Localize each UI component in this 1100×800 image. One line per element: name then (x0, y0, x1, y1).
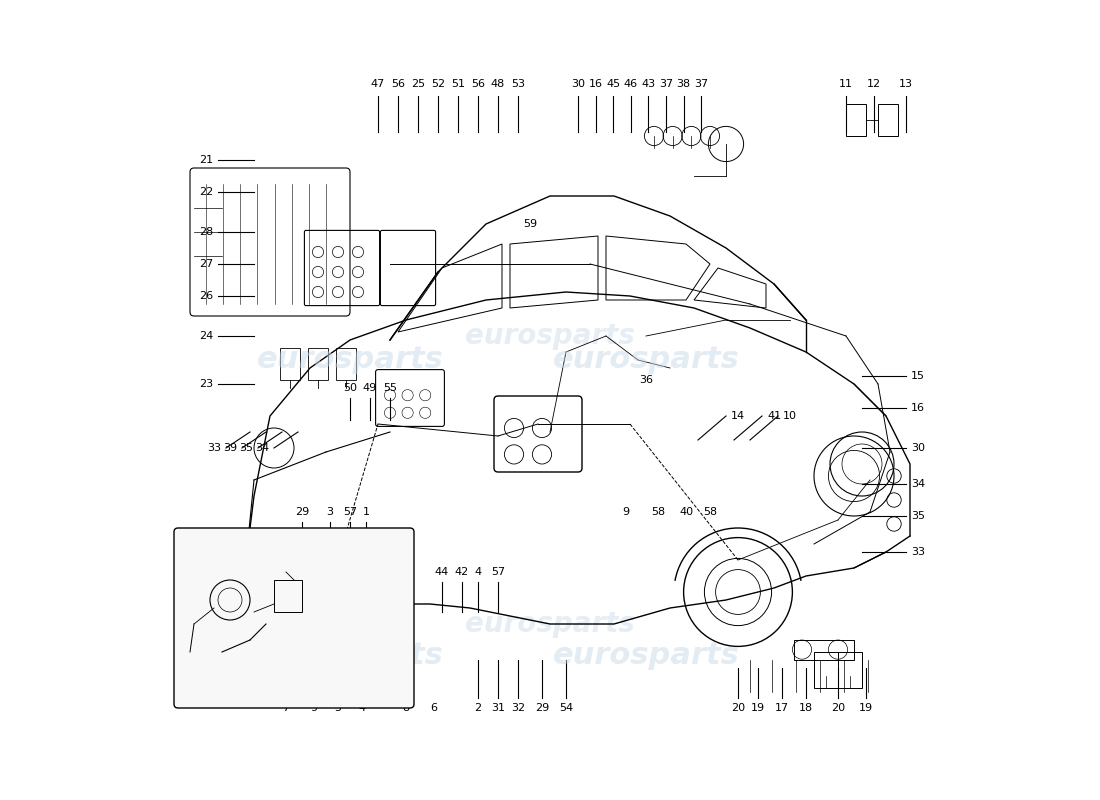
Bar (878, 104, 898, 136)
Text: 4: 4 (359, 703, 365, 713)
Text: 58: 58 (703, 507, 717, 517)
Bar (274, 580, 302, 612)
Text: 58: 58 (651, 507, 666, 517)
FancyBboxPatch shape (174, 528, 414, 708)
Text: 29: 29 (535, 703, 549, 713)
Text: 11: 11 (839, 79, 853, 89)
Text: 26: 26 (199, 291, 213, 301)
Text: 47: 47 (371, 79, 385, 89)
Text: 19: 19 (751, 703, 766, 713)
Text: 39: 39 (223, 443, 238, 453)
Text: 5: 5 (334, 703, 341, 713)
Text: 6: 6 (430, 703, 438, 713)
Text: 34: 34 (911, 479, 925, 489)
Text: 32: 32 (510, 703, 525, 713)
Text: 61: 61 (210, 587, 224, 597)
Text: eurosparts: eurosparts (256, 642, 443, 670)
Text: 57: 57 (343, 507, 358, 517)
Text: Vale per FE – Valld for FE: Vale per FE – Valld for FE (186, 683, 323, 693)
Text: 37: 37 (659, 79, 673, 89)
Text: 55: 55 (383, 383, 397, 393)
Text: 53: 53 (512, 79, 525, 89)
Text: eurosparts: eurosparts (465, 610, 635, 638)
Text: 56: 56 (390, 79, 405, 89)
Text: 25: 25 (411, 79, 425, 89)
Text: eurosparts: eurosparts (552, 642, 739, 670)
Text: 33: 33 (207, 443, 221, 453)
Bar (838, 652, 862, 688)
Text: 21: 21 (199, 155, 213, 165)
Text: 7: 7 (283, 703, 289, 713)
Text: 2: 2 (474, 703, 482, 713)
Text: 35: 35 (239, 443, 253, 453)
Text: 14: 14 (730, 411, 745, 421)
Text: 59: 59 (522, 219, 537, 229)
Text: 30: 30 (571, 79, 585, 89)
Text: 49: 49 (363, 383, 377, 393)
Text: 16: 16 (588, 79, 603, 89)
Text: 36: 36 (639, 375, 653, 385)
Text: 45: 45 (606, 79, 620, 89)
Text: 12: 12 (867, 79, 881, 89)
Text: 15: 15 (911, 371, 925, 381)
Text: 44: 44 (434, 567, 449, 577)
Text: 1: 1 (363, 507, 370, 517)
Text: 18: 18 (799, 703, 813, 713)
Text: 9: 9 (623, 507, 629, 517)
Text: 50: 50 (343, 383, 358, 393)
Text: 22: 22 (199, 187, 213, 197)
Text: 27: 27 (199, 259, 213, 269)
Text: eurosparts: eurosparts (465, 322, 635, 350)
Text: 46: 46 (624, 79, 638, 89)
Text: 34: 34 (255, 443, 270, 453)
Text: 8: 8 (403, 703, 409, 713)
Text: 52: 52 (431, 79, 446, 89)
Text: eurosparts: eurosparts (552, 346, 739, 374)
Text: 42: 42 (455, 567, 469, 577)
Text: 20: 20 (730, 703, 745, 713)
Text: 13: 13 (899, 79, 913, 89)
Text: 56: 56 (471, 79, 485, 89)
Text: 17: 17 (774, 703, 789, 713)
Text: 38: 38 (676, 79, 691, 89)
Text: 43: 43 (641, 79, 656, 89)
Text: 3: 3 (327, 507, 333, 517)
Text: 31: 31 (491, 703, 505, 713)
Text: 10: 10 (783, 411, 798, 421)
Text: 4: 4 (474, 567, 482, 577)
Text: 20: 20 (830, 703, 845, 713)
Text: 24: 24 (199, 331, 213, 341)
Text: 28: 28 (199, 227, 213, 237)
Text: 40: 40 (679, 507, 693, 517)
Text: 9: 9 (310, 703, 318, 713)
Bar (308, 348, 328, 380)
Text: 57: 57 (491, 567, 505, 577)
Bar (846, 104, 866, 136)
Text: 29: 29 (295, 507, 309, 517)
Text: 23: 23 (199, 379, 213, 389)
Bar (814, 652, 838, 688)
Text: 35: 35 (911, 511, 925, 521)
Bar (280, 348, 299, 380)
Text: 19: 19 (859, 703, 873, 713)
Text: 16: 16 (911, 403, 925, 413)
Text: 62: 62 (290, 567, 304, 577)
Text: 41: 41 (767, 411, 781, 421)
Text: eurosparts: eurosparts (256, 346, 443, 374)
Bar (794, 640, 854, 660)
Text: 33: 33 (911, 547, 925, 557)
Text: 51: 51 (451, 79, 465, 89)
Text: 60: 60 (286, 607, 300, 617)
Text: 30: 30 (911, 443, 925, 453)
Text: 37: 37 (694, 79, 708, 89)
Text: 54: 54 (559, 703, 573, 713)
Bar (337, 348, 355, 380)
Text: 48: 48 (491, 79, 505, 89)
